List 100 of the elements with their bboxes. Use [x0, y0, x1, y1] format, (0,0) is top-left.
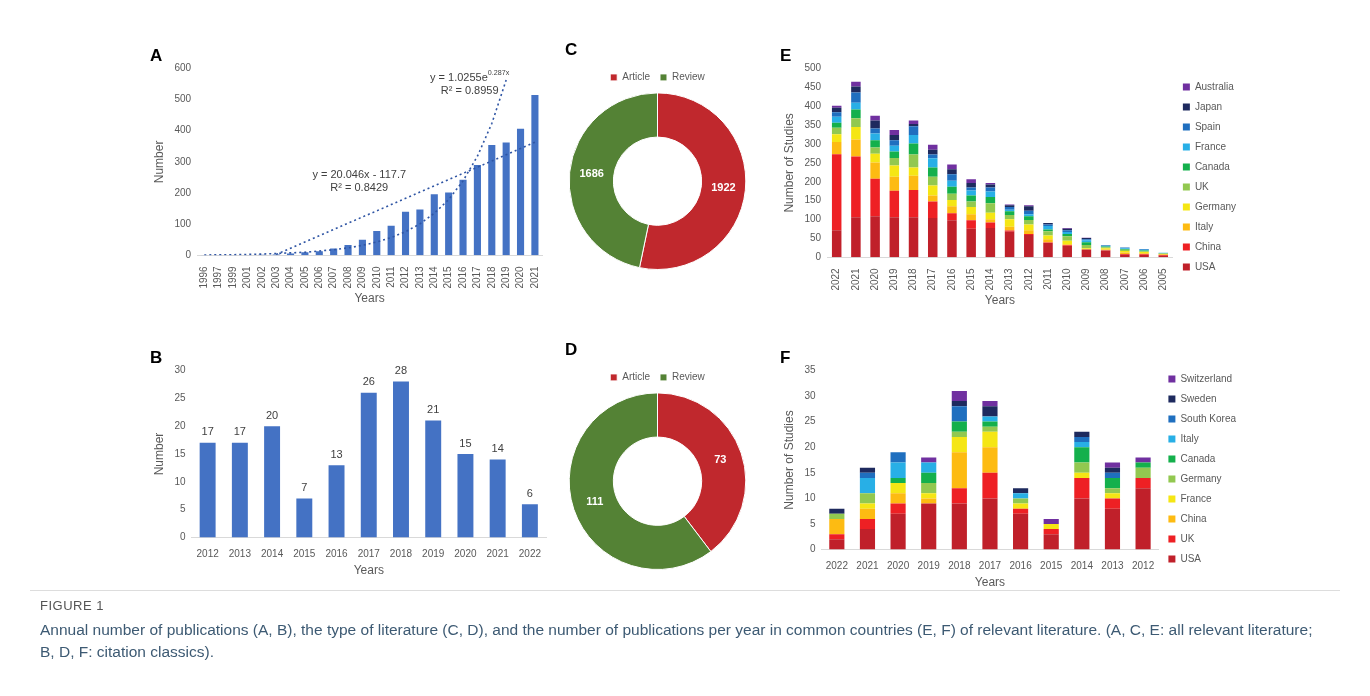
legend-label: Canada [1194, 160, 1231, 172]
x-tick-label: 2015 [293, 548, 316, 560]
data-label: 17 [201, 425, 214, 438]
legend-label: Germany [1180, 472, 1222, 484]
data-label: 15 [459, 436, 472, 449]
chart-title: E [780, 45, 792, 65]
x-tick-label: 2017 [978, 560, 1002, 572]
x-tick-label: 2015 [442, 265, 454, 289]
y-tick-label: 50 [809, 232, 822, 244]
y-tick-label: 500 [804, 62, 822, 74]
y-axis-title: Number [151, 432, 166, 476]
x-tick-label: 2010 [370, 265, 382, 289]
chart-title: A [150, 45, 163, 65]
y-tick-label: 300 [804, 137, 822, 149]
y-tick-label: 450 [804, 81, 822, 93]
y-tick-label: 300 [174, 155, 192, 167]
x-tick-label: 2011 [384, 265, 396, 288]
y-tick-label: 350 [804, 118, 822, 130]
x-tick-label: 2008 [1099, 267, 1111, 291]
x-tick-label: 2016 [325, 548, 349, 560]
x-tick-label: 2014 [1070, 560, 1094, 572]
x-tick-label: 2013 [1101, 560, 1125, 572]
legend-label: Italy [1180, 432, 1199, 444]
x-tick-label: 2017 [357, 548, 381, 560]
legend-label: Spain [1194, 120, 1221, 132]
x-tick-label: 2019 [422, 548, 445, 560]
y-tick-label: 0 [809, 543, 816, 555]
x-tick-label: 2008 [341, 265, 353, 289]
x-tick-label: 2010 [1060, 267, 1072, 291]
data-label: 1922 [711, 181, 736, 194]
legend-label: Review [672, 371, 706, 383]
y-tick-label: 200 [804, 175, 822, 187]
y-tick-label: 10 [804, 492, 816, 504]
y-tick-label: 400 [174, 124, 192, 136]
legend-label: UK [1180, 532, 1195, 544]
x-tick-label: 2021 [528, 265, 540, 289]
x-tick-label: 2009 [1080, 267, 1092, 291]
data-label: 6 [526, 486, 533, 499]
x-tick-label: 2014 [984, 267, 996, 291]
y-tick-label: 5 [809, 517, 816, 529]
y-tick-label: 35 [804, 364, 816, 376]
x-tick-label: 2005 [1157, 267, 1169, 291]
legend-label: USA [1194, 260, 1216, 272]
text: Annual number of publications (A, B), the type of literature (C, D), and the number of publications per year in common countries (E, F) of relevant literature. (A, C, E: all relevant literature; B, D, F: citation classics). [40, 620, 1314, 662]
y-tick-label: 20 [804, 440, 816, 452]
x-tick-label: 2009 [356, 265, 368, 289]
x-tick-label: 2020 [454, 548, 477, 560]
y-tick-label: 250 [804, 156, 822, 168]
x-tick-label: 2007 [327, 265, 339, 289]
y-tick-label: 20 [174, 419, 186, 431]
x-tick-label: 2011 [1041, 267, 1053, 290]
legend-label: USA [1180, 552, 1202, 564]
data-label: 7 [301, 481, 308, 494]
x-tick-label: 2016 [456, 265, 468, 289]
x-tick-label: 2016 [945, 267, 957, 291]
x-tick-label: 2005 [298, 265, 310, 289]
legend-label: China [1194, 240, 1222, 252]
y-tick-label: 15 [174, 447, 186, 459]
x-tick-label: 2020 [868, 267, 880, 291]
x-tick-label: 2013 [1003, 267, 1015, 291]
x-tick-label: 2016 [1009, 560, 1033, 572]
legend-label: France [1194, 140, 1227, 152]
legend-label: Sweden [1180, 392, 1217, 404]
x-tick-label: 2017 [471, 265, 483, 289]
legend-label: France [1180, 492, 1212, 504]
legend-label: China [1180, 512, 1207, 524]
annotation: y = 20.046x - 117.7 [312, 167, 407, 180]
data-label: 28 [394, 364, 408, 377]
y-tick-label: 0 [815, 251, 822, 263]
x-tick-label: 2001 [241, 265, 253, 289]
x-tick-label: 2020 [886, 560, 910, 572]
legend-label: Australia [1194, 80, 1235, 92]
legend-label: Italy [1194, 220, 1214, 232]
data-label: 26 [362, 375, 375, 388]
x-tick-label: 2022 [830, 267, 842, 291]
chart-title: F [780, 347, 791, 367]
x-tick-label: 2019 [499, 265, 511, 289]
x-tick-label: 2007 [1118, 267, 1130, 291]
x-tick-label: 2018 [485, 265, 497, 289]
legend-label: UK [1194, 180, 1210, 192]
y-axis-title: Number [151, 140, 166, 184]
annotation: R² = 0.8959 [440, 83, 499, 96]
chart-title: C [565, 39, 578, 59]
x-tick-label: 2021 [849, 267, 861, 291]
legend-label: Canada [1180, 452, 1216, 464]
x-tick-label: 2019 [888, 267, 900, 291]
x-axis-title: Years [974, 575, 1006, 590]
y-tick-label: 600 [174, 62, 192, 74]
legend-label: Review [672, 71, 706, 83]
y-tick-label: 25 [804, 415, 816, 427]
x-axis-title: Years [353, 563, 384, 578]
x-tick-label: 2021 [486, 548, 510, 560]
x-tick-label: 2004 [284, 265, 296, 289]
chart-title: B [150, 347, 163, 367]
legend-label: Switzerland [1180, 372, 1233, 384]
x-tick-label: 2012 [399, 265, 411, 289]
x-tick-label: 2022 [518, 548, 542, 560]
data-label: 14 [491, 442, 504, 455]
data-label: 17 [233, 425, 246, 438]
x-tick-label: 2018 [389, 548, 413, 560]
